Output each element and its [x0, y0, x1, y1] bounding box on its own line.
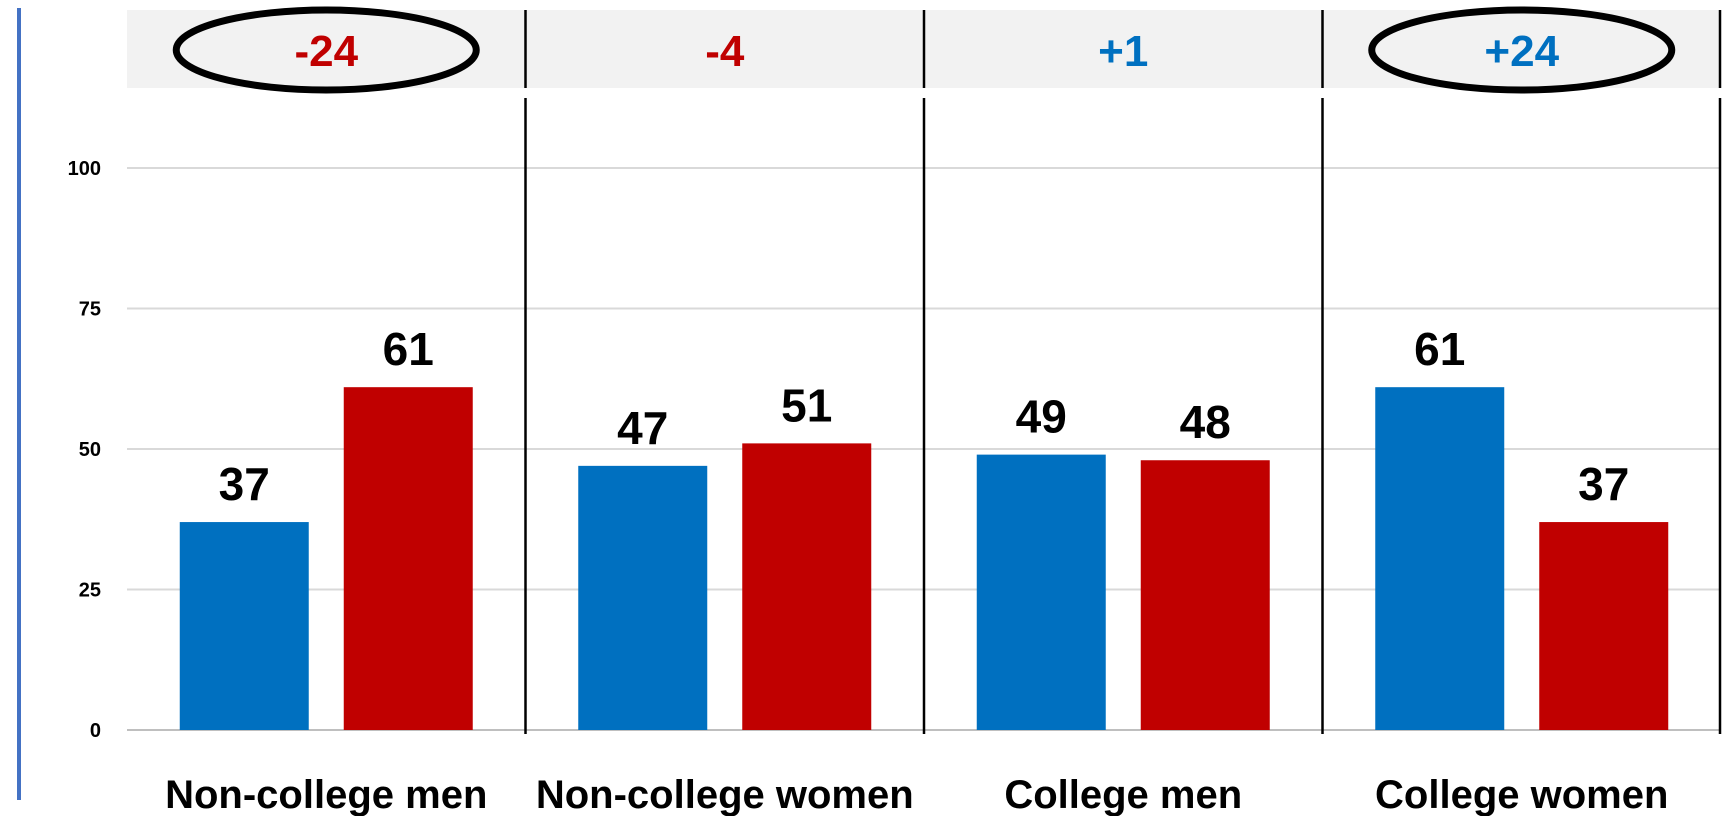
margin-label: -4	[705, 27, 745, 76]
bar-red	[1140, 460, 1270, 730]
y-tick-label: 100	[68, 158, 101, 180]
bars	[179, 387, 1669, 730]
bar-value-label: 51	[781, 379, 832, 431]
y-tick-label: 25	[79, 580, 101, 602]
y-tick-label: 75	[79, 299, 101, 321]
margin-circle	[172, 6, 480, 94]
bar-red	[343, 387, 473, 730]
bar-value-label: 37	[219, 458, 270, 510]
bar-red	[1539, 522, 1669, 730]
bar-blue	[578, 465, 708, 730]
bar-value-label: 48	[1180, 396, 1231, 448]
margin-label: +24	[1484, 27, 1559, 76]
category-label: Non-college men	[165, 773, 487, 816]
y-tick-label: 50	[79, 439, 101, 461]
margin-label: +1	[1098, 27, 1148, 76]
category-label: Non-college women	[536, 773, 914, 816]
labels: 0 25 50 75 100 37 61 Non-college men -24 47 51 Non-…	[68, 6, 1676, 816]
category-label: College men	[1004, 773, 1242, 816]
y-tick-label: 0	[90, 720, 101, 742]
bar-value-label: 61	[383, 323, 434, 375]
margin-circle	[1368, 6, 1676, 94]
bar-value-label: 37	[1578, 458, 1629, 510]
bar-value-label: 47	[617, 402, 668, 454]
bar-blue	[976, 454, 1106, 730]
category-label: College women	[1375, 773, 1668, 816]
bar-value-label: 49	[1016, 391, 1067, 443]
group-dividers	[524, 10, 1722, 734]
bar-red	[742, 443, 872, 730]
margin-label: -24	[294, 27, 358, 76]
bar-value-label: 61	[1414, 323, 1465, 375]
bar-blue	[179, 522, 309, 730]
bar-blue	[1375, 387, 1505, 730]
